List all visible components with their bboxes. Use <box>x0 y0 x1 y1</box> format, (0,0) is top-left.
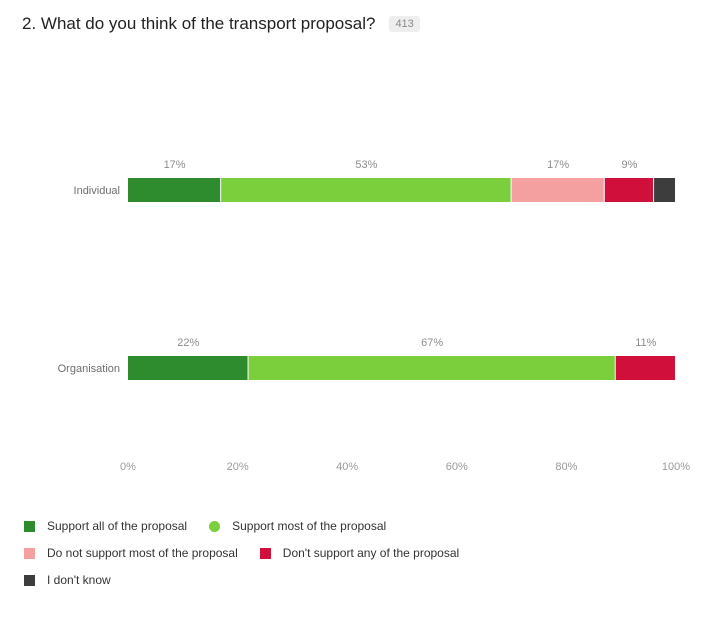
question-header: 2. What do you think of the transport pr… <box>22 14 420 34</box>
data-label-individual-don-t-support-any-of-the-proposal: 9% <box>621 159 637 171</box>
bar-organisation-don-t-support-any-of-the-proposal[interactable] <box>615 356 675 380</box>
data-label-organisation-don-t-support-any-of-the-proposal: 11% <box>635 337 656 349</box>
x-tick-label: 100% <box>662 461 690 473</box>
legend-item-do-not-support-most-of-the-proposal[interactable]: Do not support most of the proposal <box>24 546 238 560</box>
legend-swatch <box>24 547 35 559</box>
legend-item-support-most-of-the-proposal[interactable]: Support most of the proposal <box>209 519 386 533</box>
legend-swatch <box>24 520 35 532</box>
category-label-organisation: Organisation <box>58 363 120 375</box>
bar-organisation-support-most-of-the-proposal[interactable] <box>248 356 615 380</box>
legend-item-i-don-t-know[interactable]: I don't know <box>24 573 111 587</box>
stacked-bar-chart: Individual 17% 53% 17% 9% Organisation 22% 67% 1… <box>58 159 691 473</box>
legend-label: Do not support most of the proposal <box>47 546 238 560</box>
x-tick-label: 40% <box>336 461 358 473</box>
bar-individual-support-most-of-the-proposal[interactable] <box>221 178 511 202</box>
x-tick-label: 0% <box>120 461 136 473</box>
legend-swatch <box>259 547 271 559</box>
legend-row: Support all of the proposal Support most … <box>24 514 481 538</box>
question-title: 2. What do you think of the transport pr… <box>22 14 376 33</box>
legend-swatch <box>209 520 221 532</box>
legend-row: Do not support most of the proposal Don't… <box>24 541 481 565</box>
data-label-individual-support-most-of-the-proposal: 53% <box>355 159 377 171</box>
bar-individual-support-all-of-the-proposal[interactable] <box>128 178 221 202</box>
x-tick-label: 80% <box>555 461 577 473</box>
legend-item-support-all-of-the-proposal[interactable]: Support all of the proposal <box>24 519 187 533</box>
legend-item-don-t-support-any-of-the-proposal[interactable]: Don't support any of the proposal <box>259 546 460 560</box>
x-tick-label: 20% <box>227 461 249 473</box>
bar-individual-do-not-support-most-of-the-proposal[interactable] <box>511 178 604 202</box>
x-tick-label: 60% <box>446 461 468 473</box>
category-label-individual: Individual <box>74 185 120 197</box>
legend-label: I don't know <box>47 573 111 587</box>
data-label-individual-support-all-of-the-proposal: 17% <box>164 159 186 171</box>
legend-row: I don't know <box>24 568 481 592</box>
legend-label: Don't support any of the proposal <box>282 546 460 560</box>
bar-individual-don-t-support-any-of-the-proposal[interactable] <box>604 178 654 202</box>
data-label-organisation-support-all-of-the-proposal: 22% <box>177 337 199 349</box>
legend-swatch <box>24 574 35 586</box>
bar-organisation-support-all-of-the-proposal[interactable] <box>128 356 248 380</box>
chart-legend: Support all of the proposal Support most … <box>24 514 481 595</box>
data-label-organisation-support-most-of-the-proposal: 67% <box>421 337 443 349</box>
legend-label: Support most of the proposal <box>232 519 387 533</box>
data-label-individual-do-not-support-most-of-the-proposal: 17% <box>547 159 569 171</box>
response-count-badge: 413 <box>389 16 420 32</box>
legend-label: Support all of the proposal <box>47 519 188 533</box>
bar-individual-i-don-t-know[interactable] <box>654 178 675 202</box>
